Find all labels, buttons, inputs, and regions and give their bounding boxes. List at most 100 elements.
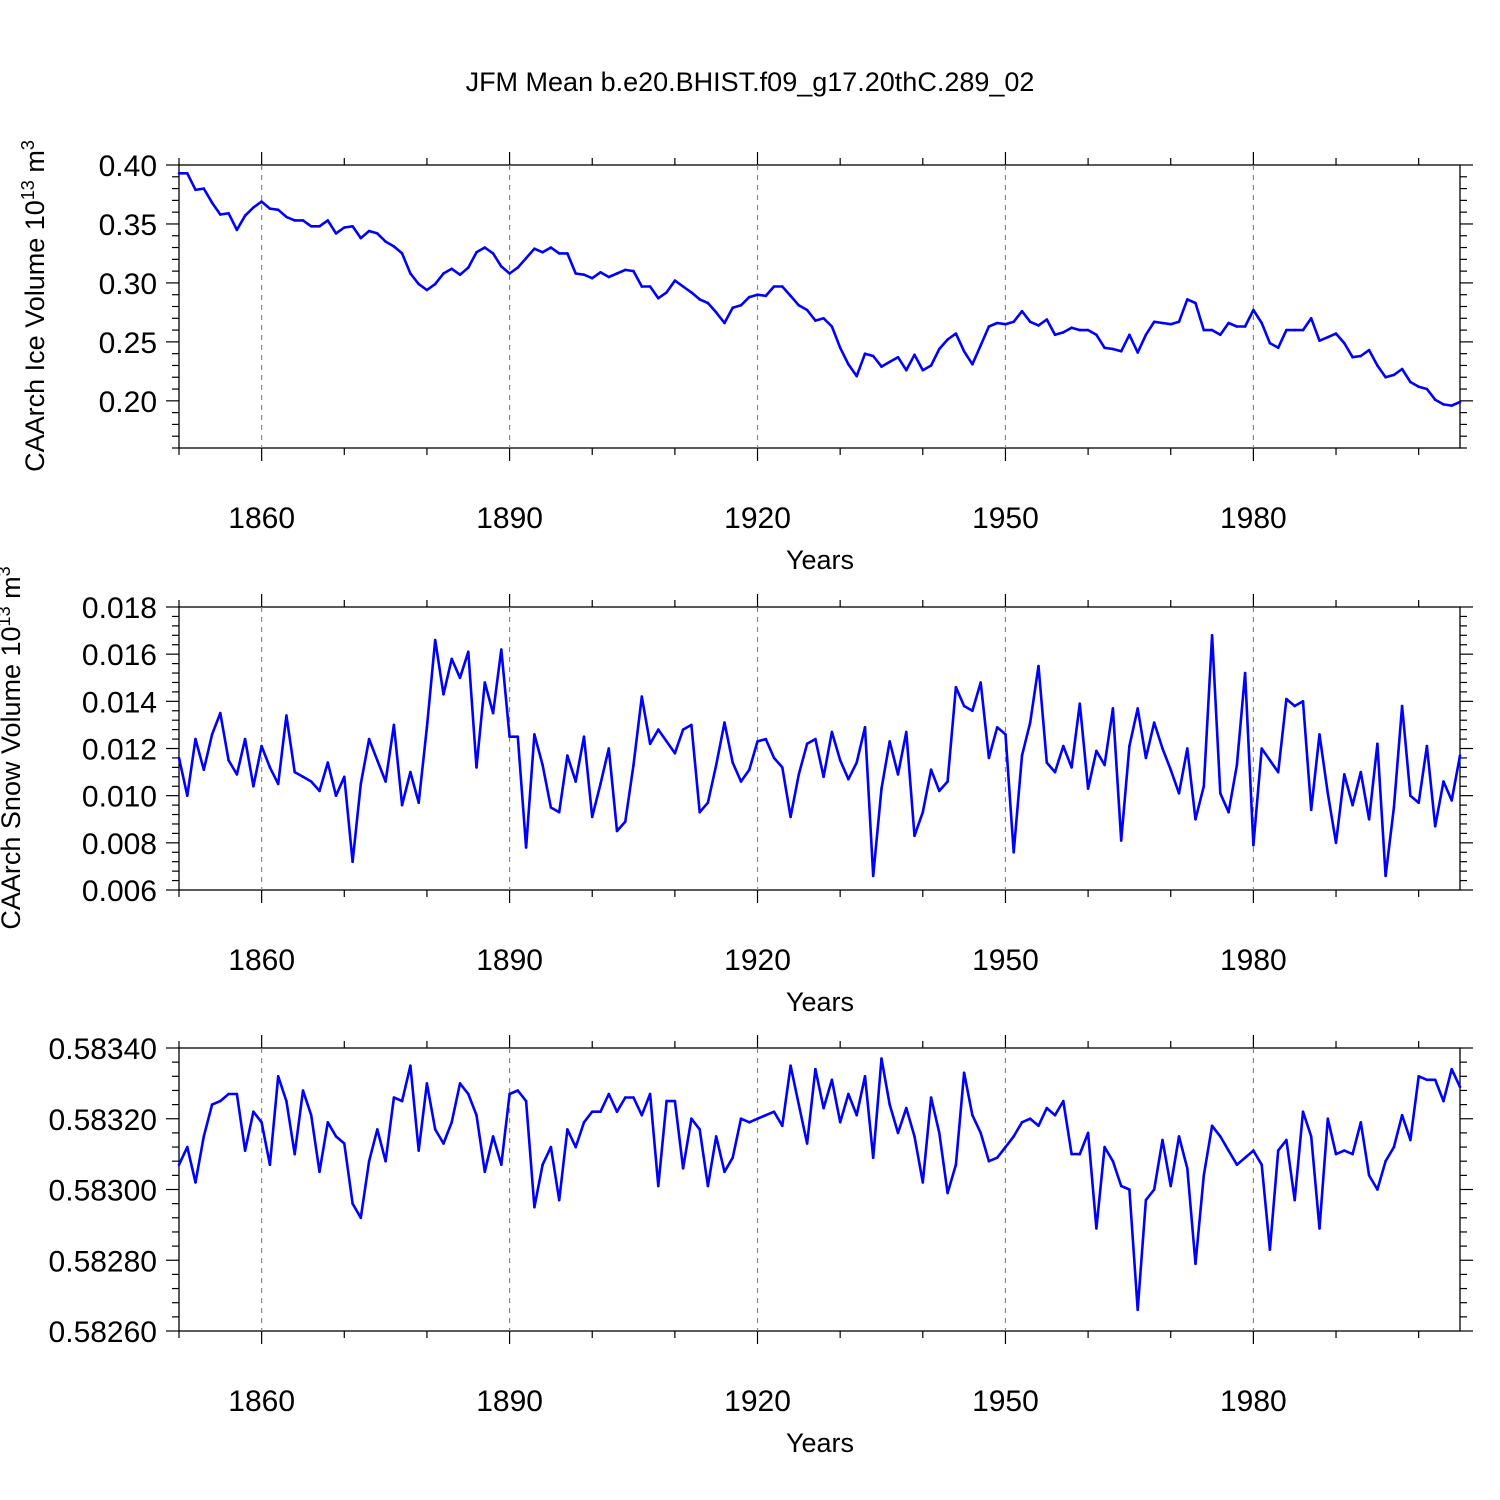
data-point [822, 1106, 825, 1110]
data-point [409, 770, 412, 774]
data-point [500, 265, 503, 268]
figure-title: JFM Mean b.e20.BHIST.f09_g17.20thC.289_0… [466, 67, 1035, 97]
data-point [475, 1113, 478, 1117]
data-point [1392, 806, 1396, 809]
data-point [409, 272, 412, 275]
data-point [1309, 808, 1313, 812]
data-point [1086, 1131, 1090, 1135]
data-point [301, 775, 305, 779]
data-point [913, 834, 916, 838]
data-point [1177, 320, 1181, 324]
data-point [739, 1117, 743, 1120]
data-point [1136, 351, 1139, 354]
x-tick-label: 1980 [1220, 944, 1287, 977]
data-point [433, 638, 437, 642]
data-point [624, 268, 627, 272]
data-point [748, 768, 751, 771]
data-point [1285, 1138, 1288, 1142]
data-point [376, 1128, 379, 1131]
data-point [450, 267, 454, 271]
data-point [533, 247, 536, 250]
data-point [1070, 766, 1073, 769]
data-point [1103, 1145, 1106, 1149]
data-point [1285, 697, 1288, 701]
data-point [343, 226, 346, 229]
data-point [1276, 1149, 1280, 1152]
data-point [748, 295, 751, 299]
data-point [1359, 770, 1363, 774]
data-point [1177, 792, 1181, 795]
data-point [524, 1099, 528, 1103]
data-point [1351, 803, 1354, 807]
data-point [1409, 380, 1412, 384]
data-point [219, 213, 222, 216]
data-point [905, 1106, 908, 1110]
data-point [607, 275, 611, 279]
data-point [1293, 1198, 1296, 1202]
data-point [367, 229, 371, 233]
data-point [1458, 754, 1462, 757]
data-point [1260, 1163, 1263, 1166]
data-point [1111, 347, 1115, 351]
data-point [855, 374, 858, 378]
data-point [1045, 761, 1049, 764]
data-point [1252, 308, 1255, 312]
data-point [1053, 1113, 1057, 1117]
data-point [1359, 1121, 1363, 1124]
data-point [648, 285, 652, 288]
data-point [1400, 704, 1404, 708]
data-point [1252, 843, 1255, 847]
data-point [772, 756, 776, 760]
data-point [896, 1131, 900, 1135]
data-point [186, 1145, 189, 1149]
data-point [590, 815, 594, 819]
data-point [1037, 664, 1040, 668]
data-point [938, 789, 941, 793]
data-point [590, 1110, 594, 1113]
data-point [1425, 744, 1429, 748]
data-point [673, 279, 677, 282]
data-point [607, 747, 611, 750]
data-point [326, 761, 330, 764]
data-point [1326, 1117, 1330, 1120]
data-point [888, 740, 891, 743]
data-point [293, 219, 297, 222]
data-point [714, 311, 718, 314]
data-point [252, 1110, 255, 1113]
data-point [929, 1096, 933, 1099]
data-point [632, 1096, 635, 1099]
data-point [1260, 321, 1263, 325]
data-point [1020, 754, 1024, 757]
data-point [442, 272, 445, 275]
data-point [657, 728, 660, 731]
data-point [1384, 376, 1387, 379]
data-point [260, 1121, 263, 1124]
data-point [400, 252, 404, 255]
data-point [268, 207, 272, 210]
data-point [723, 321, 726, 325]
data-point [797, 304, 801, 307]
data-point [1227, 1149, 1230, 1152]
data-point [1243, 1156, 1247, 1159]
data-point [1400, 1113, 1404, 1117]
data-point [1392, 1145, 1396, 1149]
data-point [1417, 1075, 1420, 1078]
data-point [392, 723, 396, 727]
data-point [632, 269, 635, 273]
data-point [467, 266, 470, 269]
data-point [706, 801, 710, 804]
x-axis-label: Years [786, 987, 854, 1017]
data-point [549, 1145, 553, 1149]
data-point [731, 1156, 734, 1159]
data-point [838, 759, 842, 762]
series-line [177, 633, 1462, 878]
data-point [392, 245, 396, 248]
data-point [219, 1099, 222, 1103]
data-point [1376, 364, 1379, 367]
data-point [640, 1113, 644, 1117]
data-point [896, 355, 900, 359]
x-axis-label: Years [786, 545, 854, 575]
y-axis-label: CAArch Snow Volume 1013 m3 [0, 566, 26, 929]
data-point [913, 353, 916, 357]
data-point [326, 1121, 330, 1124]
